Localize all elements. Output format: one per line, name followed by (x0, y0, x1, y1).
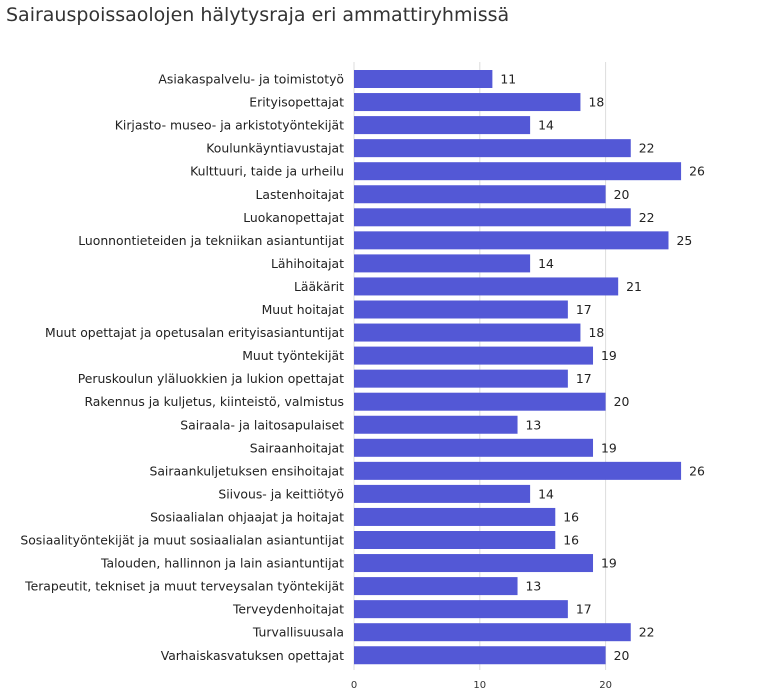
category-label: Talouden, hallinnon ja lain asiantuntija… (100, 556, 344, 571)
bar (354, 484, 531, 503)
bar (354, 577, 518, 596)
bar (354, 208, 631, 227)
bar (354, 277, 619, 296)
bar (354, 623, 631, 642)
bar (354, 346, 594, 365)
category-label: Turvallisuusala (252, 625, 344, 640)
bar (354, 323, 581, 342)
category-label: Kirjasto- museo- ja arkistotyöntekijät (115, 118, 344, 133)
chart-title: Sairauspoissaolojen hälytysraja eri amma… (6, 4, 510, 26)
value-label: 19 (601, 348, 617, 363)
value-labels: 11 18 14 22 26 20 22 25 14 21 17 18 19 17 20 13 19 26 14 16… (500, 72, 705, 663)
category-label: Kulttuuri, taide ja urheilu (190, 164, 344, 179)
category-label: Muut hoitajat (262, 302, 345, 317)
bar (354, 300, 568, 319)
value-label: 14 (538, 486, 554, 501)
category-label: Siivous- ja keittiötyö (218, 486, 344, 501)
category-label: Peruskoulun yläluokkien ja lukion opetta… (78, 371, 344, 386)
value-label: 25 (677, 233, 693, 248)
bar (354, 254, 531, 273)
category-label: Sairaanhoitajat (250, 440, 344, 455)
value-label: 17 (576, 371, 592, 386)
value-label: 18 (588, 325, 604, 340)
value-label: 11 (500, 72, 516, 87)
bar (354, 231, 669, 250)
value-label: 14 (538, 118, 554, 133)
category-label: Sosiaalialan ohjaajat ja hoitajat (150, 509, 344, 524)
category-label: Muut työntekijät (242, 348, 344, 363)
value-label: 22 (639, 210, 655, 225)
category-label: Muut opettajat ja opetusalan erityisasia… (45, 325, 344, 340)
bar (354, 162, 682, 181)
bar (354, 438, 594, 457)
category-label: Sosiaalityöntekijät ja muut sosiaalialan… (20, 533, 344, 548)
bar (354, 70, 493, 88)
x-axis-ticks: 0 10 20 (351, 680, 612, 691)
category-label: Sairaankuljetuksen ensihoitajat (149, 463, 344, 478)
x-tick-label: 20 (599, 680, 612, 691)
category-label: Lääkärit (294, 279, 344, 294)
category-label: Koulunkäyntiavustajat (206, 141, 344, 156)
category-label: Terveydenhoitajat (232, 602, 344, 617)
value-label: 20 (614, 394, 630, 409)
value-label: 26 (689, 164, 705, 179)
value-label: 17 (576, 302, 592, 317)
category-label: Terapeutit, tekniset ja muut terveysalan… (24, 579, 344, 594)
x-tick-label: 10 (473, 680, 486, 691)
category-label: Asiakaspalvelu- ja toimistotyö (158, 72, 344, 87)
x-tick-label: 0 (351, 680, 357, 691)
value-label: 21 (626, 279, 642, 294)
bar (354, 392, 606, 411)
bar (354, 185, 606, 204)
value-label: 19 (601, 440, 617, 455)
bar (354, 116, 531, 135)
category-label: Varhaiskasvatuksen opettajat (161, 648, 344, 663)
value-label: 16 (563, 509, 579, 524)
bars (354, 70, 682, 665)
bar (354, 531, 556, 549)
category-label: Lähihoitajat (271, 256, 344, 271)
bar (354, 369, 568, 388)
bar (354, 415, 518, 434)
category-label: Luokanopettajat (243, 210, 344, 225)
value-label: 17 (576, 602, 592, 617)
category-label: Erityisopettajat (249, 95, 344, 110)
bar (354, 507, 556, 526)
value-label: 19 (601, 556, 617, 571)
bar (354, 600, 568, 619)
value-label: 13 (526, 417, 542, 432)
value-label: 22 (639, 141, 655, 156)
bar (354, 646, 606, 665)
value-label: 13 (526, 579, 542, 594)
category-labels: Asiakaspalvelu- ja toimistotyö Erityisope… (20, 72, 344, 663)
value-label: 18 (588, 95, 604, 110)
bar (354, 461, 682, 480)
category-label: Luonnontieteiden ja tekniikan asiantunti… (78, 233, 344, 248)
category-label: Sairaala- ja laitosapulaiset (180, 417, 344, 432)
category-label: Rakennus ja kuljetus, kiinteistö, valmis… (84, 394, 344, 409)
value-label: 16 (563, 533, 579, 548)
bar (354, 139, 631, 158)
value-label: 20 (614, 648, 630, 663)
value-label: 20 (614, 187, 630, 202)
category-label: Lastenhoitajat (255, 187, 344, 202)
value-label: 22 (639, 625, 655, 640)
value-label: 26 (689, 463, 705, 478)
value-label: 14 (538, 256, 554, 271)
bar (354, 93, 581, 112)
bar (354, 554, 594, 573)
